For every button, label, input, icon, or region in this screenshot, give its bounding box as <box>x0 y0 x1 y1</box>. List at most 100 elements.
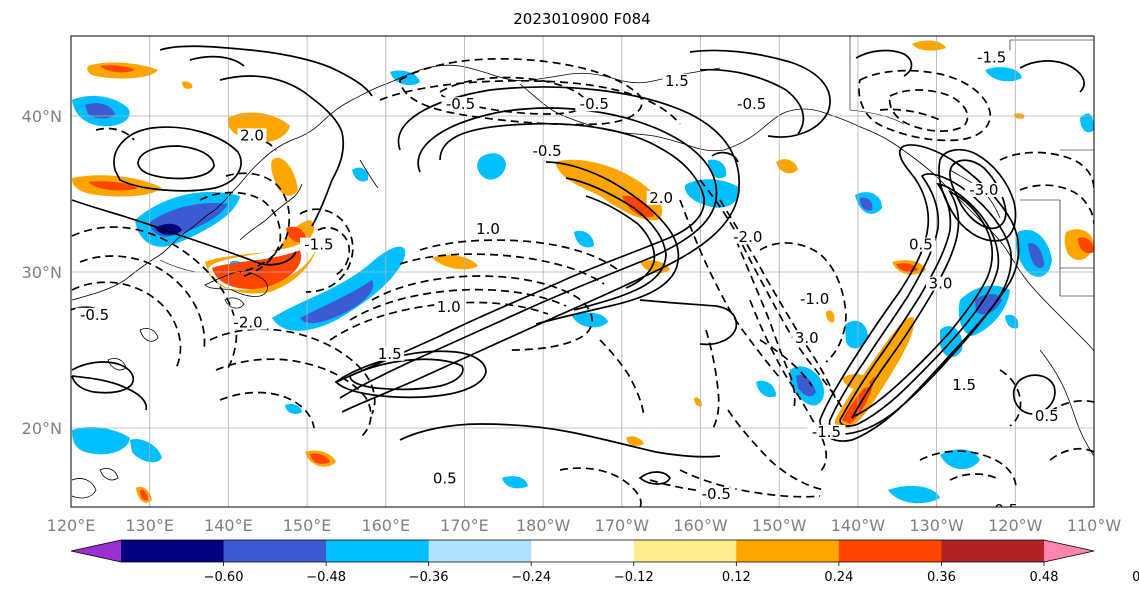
contour-label: 2.0 <box>980 0 1004 12</box>
lon-tick-label: 120°W <box>988 516 1043 535</box>
colorbar-tick-label: 0.36 <box>927 570 956 585</box>
colorbar-tick-label: −0.24 <box>511 570 551 585</box>
contour-label: -0.5 <box>989 501 1018 519</box>
contour-label-bg <box>972 50 1011 65</box>
graticule <box>71 36 1094 507</box>
contour-label-bg <box>430 471 460 486</box>
contour-label: 0.5 <box>433 470 457 488</box>
colorbar-segment <box>941 540 1045 562</box>
map-title: 2023010900 F084 <box>513 10 650 28</box>
contour-label: -2.0 <box>733 228 762 246</box>
contour-label: 1.5 <box>952 376 976 394</box>
lat-tick-label: 30°N <box>22 263 62 282</box>
contour-label: 1.0 <box>476 220 500 238</box>
contour-label-bg <box>646 190 676 205</box>
contour-label-bg <box>662 73 692 88</box>
colorbar-tick-label: 0.60 <box>1132 570 1139 585</box>
contour-label: 0.5 <box>909 236 933 254</box>
contour-label-bg <box>1032 409 1062 424</box>
lon-tick-label: 140°W <box>831 516 886 535</box>
lon-tick-label: 120°E <box>47 516 96 535</box>
colorbar-outline <box>70 539 1095 563</box>
contour-label: 3.0 <box>929 275 953 293</box>
contour-label: 1.0 <box>437 298 461 316</box>
contour-label-bg <box>807 424 846 439</box>
colorbar-extend-min <box>71 540 121 562</box>
contour-label-bg <box>964 183 1003 197</box>
lon-tick-label: 130°E <box>125 516 174 535</box>
lon-tick-label: 150°E <box>283 516 332 535</box>
contour-label-bg <box>473 222 503 236</box>
lon-tick-label: 140°E <box>204 516 253 535</box>
colorbar-extend-max <box>1044 540 1094 562</box>
contour-label: -1.5 <box>812 423 841 441</box>
colorbar-segment <box>223 540 327 562</box>
contour-label-bg <box>977 0 1006 10</box>
contour-label-bg <box>75 307 114 322</box>
contour-label: -0.5 <box>702 485 731 503</box>
colorbar-segment <box>838 540 942 562</box>
contour-label-bg <box>528 144 567 158</box>
contour-label-bg <box>732 97 771 112</box>
lon-tick-label: 170°W <box>595 516 650 535</box>
lon-tick-label: 130°W <box>909 516 964 535</box>
axis-labels: 120°E 130°E 140°E 150°E 160°E 170°E 180°W 170°W… <box>22 107 1122 535</box>
colorbar-tick-label: −0.12 <box>614 570 654 585</box>
contour-label-bg <box>229 315 268 330</box>
contour-label: 2.0 <box>649 189 673 207</box>
contour-label-bg <box>575 97 614 112</box>
colorbar-tick-label: 0.24 <box>824 570 853 585</box>
colorbar-tick-label: −0.48 <box>306 570 346 585</box>
lon-tick-label: 170°E <box>440 516 489 535</box>
lon-tick-label: 160°W <box>673 516 728 535</box>
contour-label-bg <box>906 237 936 252</box>
contour-label: -0.5 <box>737 95 766 113</box>
contour-label-bg <box>697 487 736 502</box>
contour-label: -1.0 <box>800 290 829 308</box>
contour-label: -2.0 <box>233 314 262 332</box>
lon-tick-label: 150°W <box>752 516 807 535</box>
colorbar-segment <box>736 540 840 562</box>
colorbar: −0.60 −0.48 −0.36 −0.24 −0.12 0.12 0.24 0.36 0.4… <box>70 539 1139 585</box>
colorbar-segment <box>531 540 635 562</box>
map-frame <box>70 35 1095 508</box>
contour-label: -0.5 <box>80 306 109 324</box>
contour-label-bg <box>949 378 979 392</box>
contour-label: -1.5 <box>977 48 1006 66</box>
contour-label: 1.5 <box>665 72 689 90</box>
contour-label: -0.5 <box>532 142 561 160</box>
contour-label-bg <box>299 237 338 252</box>
contour-label: -3.0 <box>969 181 998 199</box>
contour-label-bg <box>639 0 668 2</box>
contour-label-bg <box>237 128 267 143</box>
contour-labels: 1.0-0.51.01.00.5-0.5-0.5-2.02.0-2.03.0-1… <box>75 0 1062 519</box>
lon-tick-label: 160°E <box>361 516 410 535</box>
contour-label-bg <box>795 292 834 307</box>
colorbar-segment <box>428 540 532 562</box>
contour-label: 2.0 <box>240 126 264 144</box>
contour-label: 3.0 <box>795 329 819 347</box>
pv-anomaly-shading <box>72 40 1094 504</box>
contour-label: 0.5 <box>1035 407 1059 425</box>
colorbar-segment <box>633 540 737 562</box>
colorbar-segment <box>326 540 430 562</box>
colorbar-segment <box>121 540 225 562</box>
contour-label: -0.5 <box>580 95 609 113</box>
lon-tick-label: 110°W <box>1067 516 1122 535</box>
lat-tick-label: 40°N <box>22 107 62 126</box>
colorbar-tick-label: 0.12 <box>722 570 751 585</box>
colorbar-tick-label: 0.48 <box>1030 570 1059 585</box>
colorbar-tick-label: −0.60 <box>204 570 244 585</box>
contour-label-bg <box>792 331 822 346</box>
contour-label: 3.0 <box>641 0 665 4</box>
positive-shading <box>72 40 1094 503</box>
contour-label: -1.5 <box>304 236 333 254</box>
contour-label-bg <box>375 346 405 361</box>
contour-label: -0.5 <box>446 95 475 113</box>
contour-label-bg <box>441 97 480 112</box>
lon-tick-label: 180°W <box>516 516 571 535</box>
contour-label-bg <box>728 229 767 244</box>
contour-label: 1.5 <box>378 345 402 363</box>
contour-label-bg <box>984 502 1023 507</box>
